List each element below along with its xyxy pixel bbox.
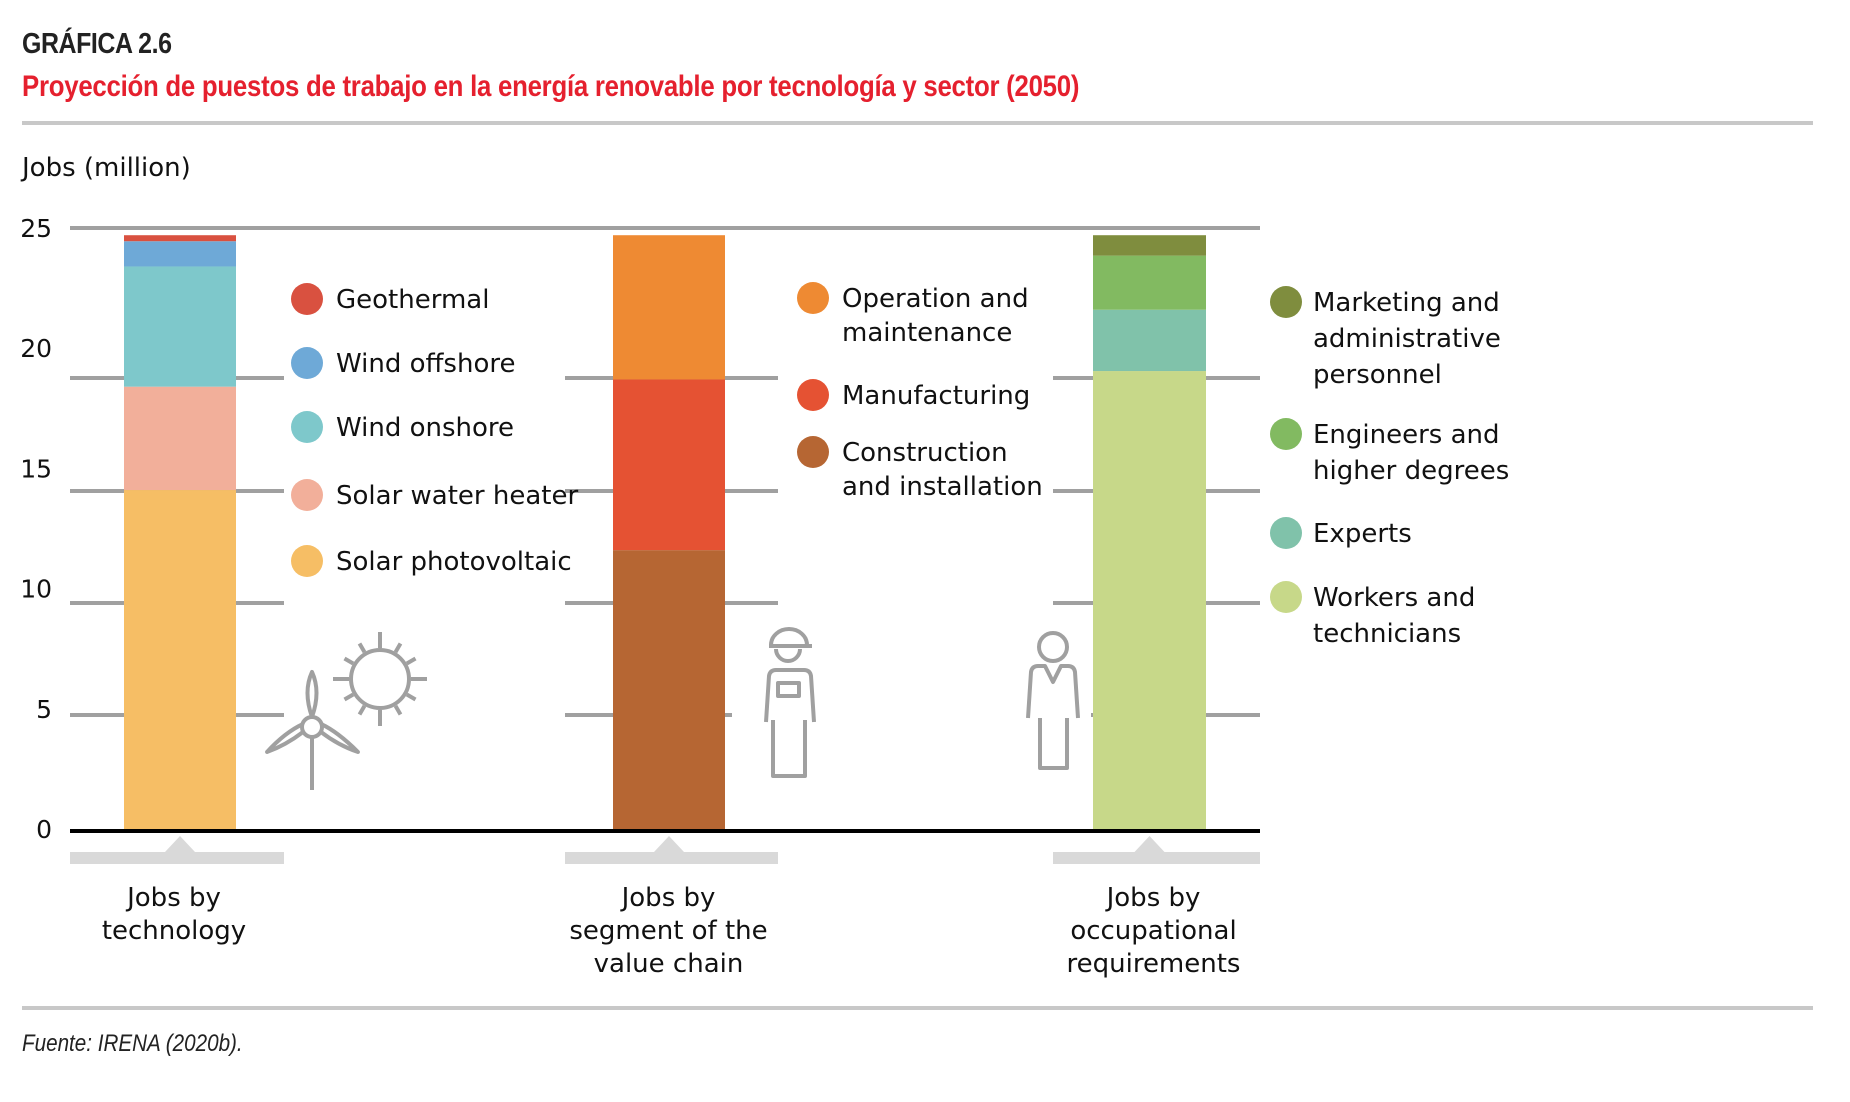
legend-swatch xyxy=(797,379,829,411)
category-label: Jobs by xyxy=(1105,883,1201,913)
legend-label: and installation xyxy=(842,472,1043,502)
figure-label: GRÁFICA 2.6 xyxy=(22,28,172,60)
legend-label: administrative xyxy=(1313,324,1501,354)
legend-item: Solar water heater xyxy=(291,479,578,511)
y-axis-ticks: 0 5 10 15 20 25 xyxy=(20,214,52,844)
legend-label: Solar photovoltaic xyxy=(336,547,572,577)
bar-segment-experts xyxy=(1093,309,1206,372)
legend-swatch xyxy=(1270,517,1302,549)
bar-segment-construction-and-installation xyxy=(613,550,725,829)
legend-label: Engineers and xyxy=(1313,420,1500,450)
legend-label: Experts xyxy=(1313,519,1412,549)
category-label: segment of the xyxy=(569,916,767,946)
bar-segment-wind-onshore xyxy=(124,266,236,387)
legend-label: higher degrees xyxy=(1313,456,1509,486)
bar-segment-manufacturing xyxy=(613,379,725,551)
legend-item: Marketing and administrative personnel xyxy=(1270,286,1501,390)
category-label: requirements xyxy=(1067,949,1241,979)
y-tick-label: 5 xyxy=(36,695,52,724)
legend-label: Solar water heater xyxy=(336,481,578,511)
legend-item: Construction and installation xyxy=(797,436,1043,502)
legend-label: maintenance xyxy=(842,318,1012,348)
legend-swatch xyxy=(291,479,323,511)
y-tick-label: 25 xyxy=(20,214,52,243)
y-axis-title: Jobs (million) xyxy=(22,153,191,183)
legend-item: Solar photovoltaic xyxy=(291,545,572,577)
legend-swatch xyxy=(1270,286,1302,318)
legend-swatch xyxy=(291,283,323,315)
legend-label: Marketing and xyxy=(1313,288,1500,318)
legend-label: technicians xyxy=(1313,619,1461,649)
category-label: Jobs by xyxy=(620,883,716,913)
legend-swatch xyxy=(797,282,829,314)
legend-swatch xyxy=(291,545,323,577)
legend-swatch xyxy=(1270,418,1302,450)
legend-label: Operation and xyxy=(842,284,1029,314)
legend-swatch xyxy=(291,347,323,379)
source-note: Fuente: IRENA (2020b). xyxy=(22,1030,243,1057)
bar-segment-solar-water-heater xyxy=(124,386,236,491)
legend-swatch xyxy=(291,411,323,443)
category-bracket xyxy=(565,836,778,864)
legend-label: personnel xyxy=(1313,360,1442,390)
legend-item: Workers and technicians xyxy=(1270,581,1475,649)
legend-label: Wind onshore xyxy=(336,413,514,443)
worker-hardhat-icon xyxy=(764,627,816,778)
legend-item: Wind offshore xyxy=(291,347,515,379)
legend-item: Wind onshore xyxy=(291,411,514,443)
bars xyxy=(124,235,1206,829)
category-label: Jobs by xyxy=(125,883,221,913)
legends: Geothermal Wind offshore Wind onshore Solar… xyxy=(291,282,1509,649)
legend-swatch xyxy=(797,436,829,468)
category-bracket xyxy=(70,836,284,864)
sun-icon xyxy=(333,632,427,726)
y-tick-label: 15 xyxy=(20,454,52,483)
category-label: technology xyxy=(102,916,246,946)
legend-label: Construction xyxy=(842,438,1008,468)
legend-item: Operation and maintenance xyxy=(797,282,1029,348)
category-brackets xyxy=(70,836,1260,864)
category-label: occupational xyxy=(1070,916,1236,946)
bar-segment-solar-photovoltaic xyxy=(124,490,236,829)
y-tick-label: 10 xyxy=(20,575,52,604)
bar-segment-operation-and-maintenance xyxy=(613,235,725,380)
y-tick-label: 20 xyxy=(20,334,52,363)
legend-label: Wind offshore xyxy=(336,349,515,379)
legend-swatch xyxy=(1270,581,1302,613)
category-label: value chain xyxy=(594,949,744,979)
bar-segment-workers-and-technicians xyxy=(1093,371,1206,829)
office-worker-icon xyxy=(1026,631,1080,770)
legend-label: Geothermal xyxy=(336,285,489,315)
bar-segment-wind-offshore xyxy=(124,241,236,267)
header-divider xyxy=(22,121,1813,125)
bar-segment-engineers-and-higher-degrees xyxy=(1093,255,1206,310)
legend-item: Engineers and higher degrees xyxy=(1270,418,1509,486)
bar-segment-geothermal xyxy=(124,235,236,242)
bar-segment-marketing-and-administrative-personnel xyxy=(1093,235,1206,256)
legend-label: Manufacturing xyxy=(842,381,1030,411)
legend-label: Workers and xyxy=(1313,583,1475,613)
category-bracket xyxy=(1053,836,1260,864)
footer-divider xyxy=(22,1006,1813,1010)
legend-item: Manufacturing xyxy=(797,379,1030,411)
y-tick-label: 0 xyxy=(36,815,52,844)
legend-item: Geothermal xyxy=(291,283,489,315)
legend-item: Experts xyxy=(1270,517,1412,549)
wind-turbine-icon xyxy=(265,670,360,790)
chart-title: Proyección de puestos de trabajo en la e… xyxy=(22,70,1080,103)
